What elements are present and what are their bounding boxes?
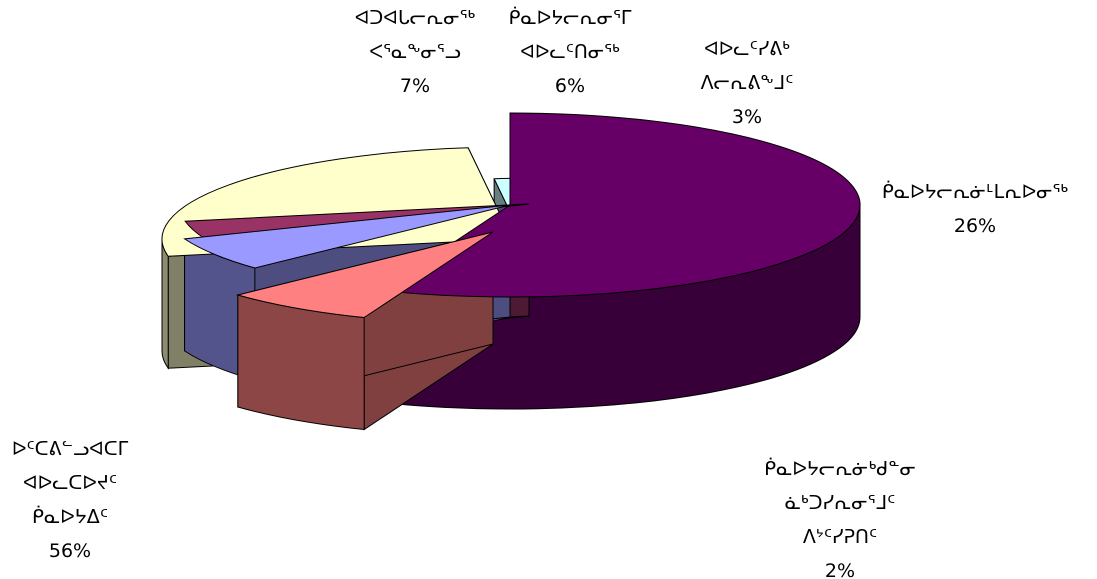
slice-label-line: ᑮᓇᐅᔭᓕᕆᓃᒃᑯᓐᓂ xyxy=(764,457,916,480)
slice-label-line: ᐊᑐᐊᒐᓕᕆᓂᖅ xyxy=(355,7,476,29)
slice-label-4: ᑮᓇᐅᔭᓕᕆᓃᒻᒪᕆᐅᓂᖅ 26% xyxy=(882,180,1068,237)
slice-percent: 26% xyxy=(954,215,996,237)
slice-label-2: ᑮᓇᐅᔭᓕᕆᓂᕐᒥ ᐊᐅᓚᑦᑎᓂᖅ 6% xyxy=(509,6,632,97)
slice-label-line: ᑮᓇᐅᔭᐃᑦ xyxy=(32,505,108,528)
slice-label-1: ᐊᑐᐊᒐᓕᕆᓂᖅ ᐸᕐᓇᖕᓂᕐᓗ 7% xyxy=(355,7,476,97)
slice-label-line: ᐊᐅᓚᑦᑎᓂᖅ xyxy=(520,41,620,63)
slice-label-5: ᑮᓇᐅᔭᓕᕆᓃᒃᑯᓐᓂ ᓈᒃᑐᓯᕆᓂᕐᒧᑦ ᐱᔾᑦᓯᕈᑎᑦ 2% xyxy=(764,457,916,579)
slice-label-3: ᐊᐅᓚᑦᓯᕕᒃ ᐱᓕᕆᕕᖕᒧᑦ 3% xyxy=(701,38,794,128)
slice-percent: 3% xyxy=(732,106,762,128)
slice-percent: 56% xyxy=(49,540,91,562)
slice-label-line: ᑮᓇᐅᔭᓕᕆᓃᒻᒪᕆᐅᓂᖅ xyxy=(882,180,1068,203)
slice-label-line: ᐱᓕᕆᕕᖕᒧᑦ xyxy=(701,72,794,94)
slice-label-line: ᓈᒃᑐᓯᕆᓂᕐᒧᑦ xyxy=(785,492,896,514)
pie-slice-0 xyxy=(379,112,861,298)
slice-percent: 2% xyxy=(825,560,855,579)
slice-label-line: ᐱᔾᑦᓯᕈᑎᑦ xyxy=(803,526,877,548)
slice-label-line: ᐅᑦᑕᕕᓪᓗᐊᑕᒥ xyxy=(12,438,129,460)
pie-slice-4-outer-wall-0 xyxy=(161,238,169,370)
slice-label-line: ᐸᕐᓇᖕᓂᕐᓗ xyxy=(369,41,461,63)
slice-percent: 7% xyxy=(400,75,430,97)
pie-slice-1 xyxy=(235,231,494,319)
slice-label-0: ᐅᑦᑕᕕᓪᓗᐊᑕᒥ ᐊᐅᓚᑕᐅᔪᑦ ᑮᓇᐅᔭᐃᑦ 56% xyxy=(12,438,129,562)
slice-percent: 6% xyxy=(555,75,585,97)
slice-label-line: ᐊᐅᓚᑦᓯᕕᒃ xyxy=(704,38,790,60)
slice-label-line: ᑮᓇᐅᔭᓕᕆᓂᕐᒥ xyxy=(509,6,632,29)
slice-label-line: ᐊᐅᓚᑕᐅᔪᑦ xyxy=(23,472,117,494)
pie-slice-2 xyxy=(183,204,511,269)
